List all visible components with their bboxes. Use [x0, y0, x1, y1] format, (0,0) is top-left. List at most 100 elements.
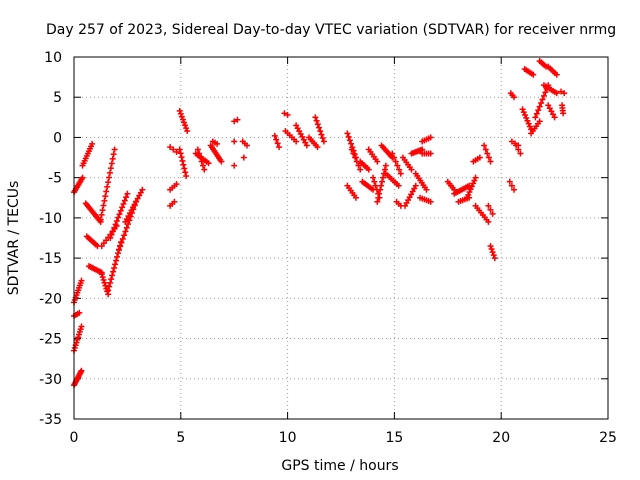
data-point	[108, 276, 115, 283]
data-point	[464, 194, 471, 201]
data-point	[489, 249, 496, 256]
data-point	[105, 287, 112, 294]
data-point	[281, 110, 288, 117]
x-tick-label: 5	[176, 430, 185, 446]
data-point	[123, 224, 130, 231]
data-point	[314, 121, 321, 128]
data-point	[181, 119, 188, 126]
data-point	[231, 138, 238, 145]
data-point	[121, 232, 128, 239]
data-point	[487, 206, 494, 213]
data-point	[511, 186, 518, 193]
data-point	[115, 247, 122, 254]
data-point	[395, 182, 402, 189]
grid	[74, 57, 608, 419]
data-point	[102, 193, 109, 200]
data-point	[178, 154, 185, 161]
data-point	[106, 174, 113, 181]
data-point	[117, 207, 124, 214]
data-point	[113, 222, 120, 229]
data-point	[76, 309, 83, 316]
data-point	[352, 154, 359, 161]
data-point	[561, 90, 568, 97]
data-point	[536, 103, 543, 110]
data-point	[519, 106, 526, 113]
chart-title: Day 257 of 2023, Sidereal Day-to-day VTE…	[46, 22, 616, 38]
data-point	[110, 268, 117, 275]
data-point	[539, 96, 546, 103]
x-axis-title: GPS time / hours	[281, 458, 398, 474]
data-point	[313, 117, 320, 124]
data-point	[487, 158, 494, 165]
data-point	[526, 123, 533, 130]
data-point	[104, 288, 111, 295]
data-point	[231, 118, 238, 125]
data-point	[109, 155, 116, 162]
data-point	[533, 110, 540, 117]
data-point	[408, 166, 415, 173]
y-tick-label: -30	[39, 372, 62, 388]
data-point	[100, 202, 107, 209]
data-point	[548, 108, 555, 115]
data-point	[173, 181, 180, 188]
data-point	[540, 92, 547, 99]
data-point	[524, 117, 531, 124]
data-point	[111, 146, 118, 153]
data-point	[380, 174, 387, 181]
plot-border	[73, 56, 609, 420]
data-point	[179, 157, 186, 164]
data-point	[183, 125, 190, 132]
data-point	[316, 124, 323, 131]
data-point	[314, 144, 321, 151]
data-point	[89, 140, 96, 147]
data-point	[178, 113, 185, 120]
data-point	[110, 151, 117, 158]
data-point	[374, 198, 381, 205]
data-point	[377, 186, 384, 193]
data-point	[485, 154, 492, 161]
data-point	[271, 132, 278, 139]
x-tick-label: 10	[279, 430, 297, 446]
data-point	[205, 160, 212, 167]
data-point	[274, 140, 281, 147]
y-tick-label: 10	[44, 50, 62, 66]
data-point	[545, 102, 552, 109]
data-point	[520, 109, 527, 116]
data-point	[476, 154, 483, 161]
data-point	[196, 150, 203, 157]
data-point	[355, 162, 362, 169]
data-point	[284, 111, 291, 118]
data-point	[173, 148, 180, 155]
data-point	[558, 88, 565, 95]
data-point	[103, 188, 110, 195]
data-point	[484, 150, 491, 157]
data-point	[244, 142, 251, 149]
data-point	[181, 165, 188, 172]
data-point	[549, 111, 556, 118]
data-point	[546, 105, 553, 112]
data-point	[396, 166, 403, 173]
data-point	[522, 112, 529, 119]
data-point	[78, 277, 85, 284]
data-point	[303, 142, 310, 149]
data-point	[177, 150, 184, 157]
data-point	[381, 166, 388, 173]
data-point	[560, 110, 567, 117]
data-point	[542, 89, 549, 96]
x-tick-label: 0	[70, 430, 79, 446]
data-point	[423, 186, 430, 193]
x-tick-label: 15	[385, 430, 403, 446]
data-point	[515, 146, 522, 153]
x-tick-label: 25	[599, 430, 617, 446]
data-point	[318, 131, 325, 138]
data-point	[319, 135, 326, 142]
y-tick-label: 5	[53, 90, 62, 106]
data-point	[114, 253, 121, 260]
y-tick-label: 0	[53, 130, 62, 146]
data-point	[116, 211, 123, 218]
data-point	[375, 194, 382, 201]
data-point	[487, 243, 494, 250]
data-point	[218, 158, 225, 165]
data-point	[379, 178, 386, 185]
data-point	[471, 177, 478, 184]
